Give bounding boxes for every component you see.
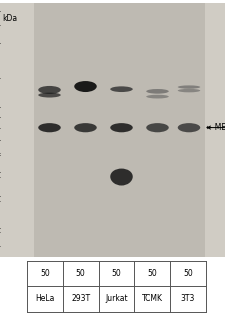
Ellipse shape bbox=[110, 86, 133, 92]
Ellipse shape bbox=[146, 95, 169, 99]
Ellipse shape bbox=[110, 123, 133, 132]
Ellipse shape bbox=[178, 85, 200, 89]
Ellipse shape bbox=[38, 86, 61, 94]
Text: Jurkat: Jurkat bbox=[105, 294, 128, 303]
Ellipse shape bbox=[110, 169, 133, 186]
Text: 3T3: 3T3 bbox=[181, 294, 195, 303]
Ellipse shape bbox=[74, 81, 97, 92]
Text: kDa: kDa bbox=[2, 14, 17, 22]
Text: 293T: 293T bbox=[71, 294, 90, 303]
Ellipse shape bbox=[38, 123, 61, 132]
Ellipse shape bbox=[146, 123, 169, 132]
Ellipse shape bbox=[178, 89, 200, 92]
Text: 50: 50 bbox=[40, 269, 50, 278]
Bar bbox=[34, 3, 205, 257]
Text: TCMK: TCMK bbox=[142, 294, 163, 303]
Ellipse shape bbox=[38, 93, 61, 98]
Ellipse shape bbox=[178, 123, 200, 132]
Text: 50: 50 bbox=[76, 269, 86, 278]
Ellipse shape bbox=[74, 123, 97, 132]
Text: 50: 50 bbox=[183, 269, 193, 278]
Text: ← METTL16: ← METTL16 bbox=[206, 123, 225, 132]
Ellipse shape bbox=[146, 89, 169, 94]
Text: 50: 50 bbox=[147, 269, 157, 278]
Text: HeLa: HeLa bbox=[35, 294, 55, 303]
Text: 50: 50 bbox=[112, 269, 121, 278]
